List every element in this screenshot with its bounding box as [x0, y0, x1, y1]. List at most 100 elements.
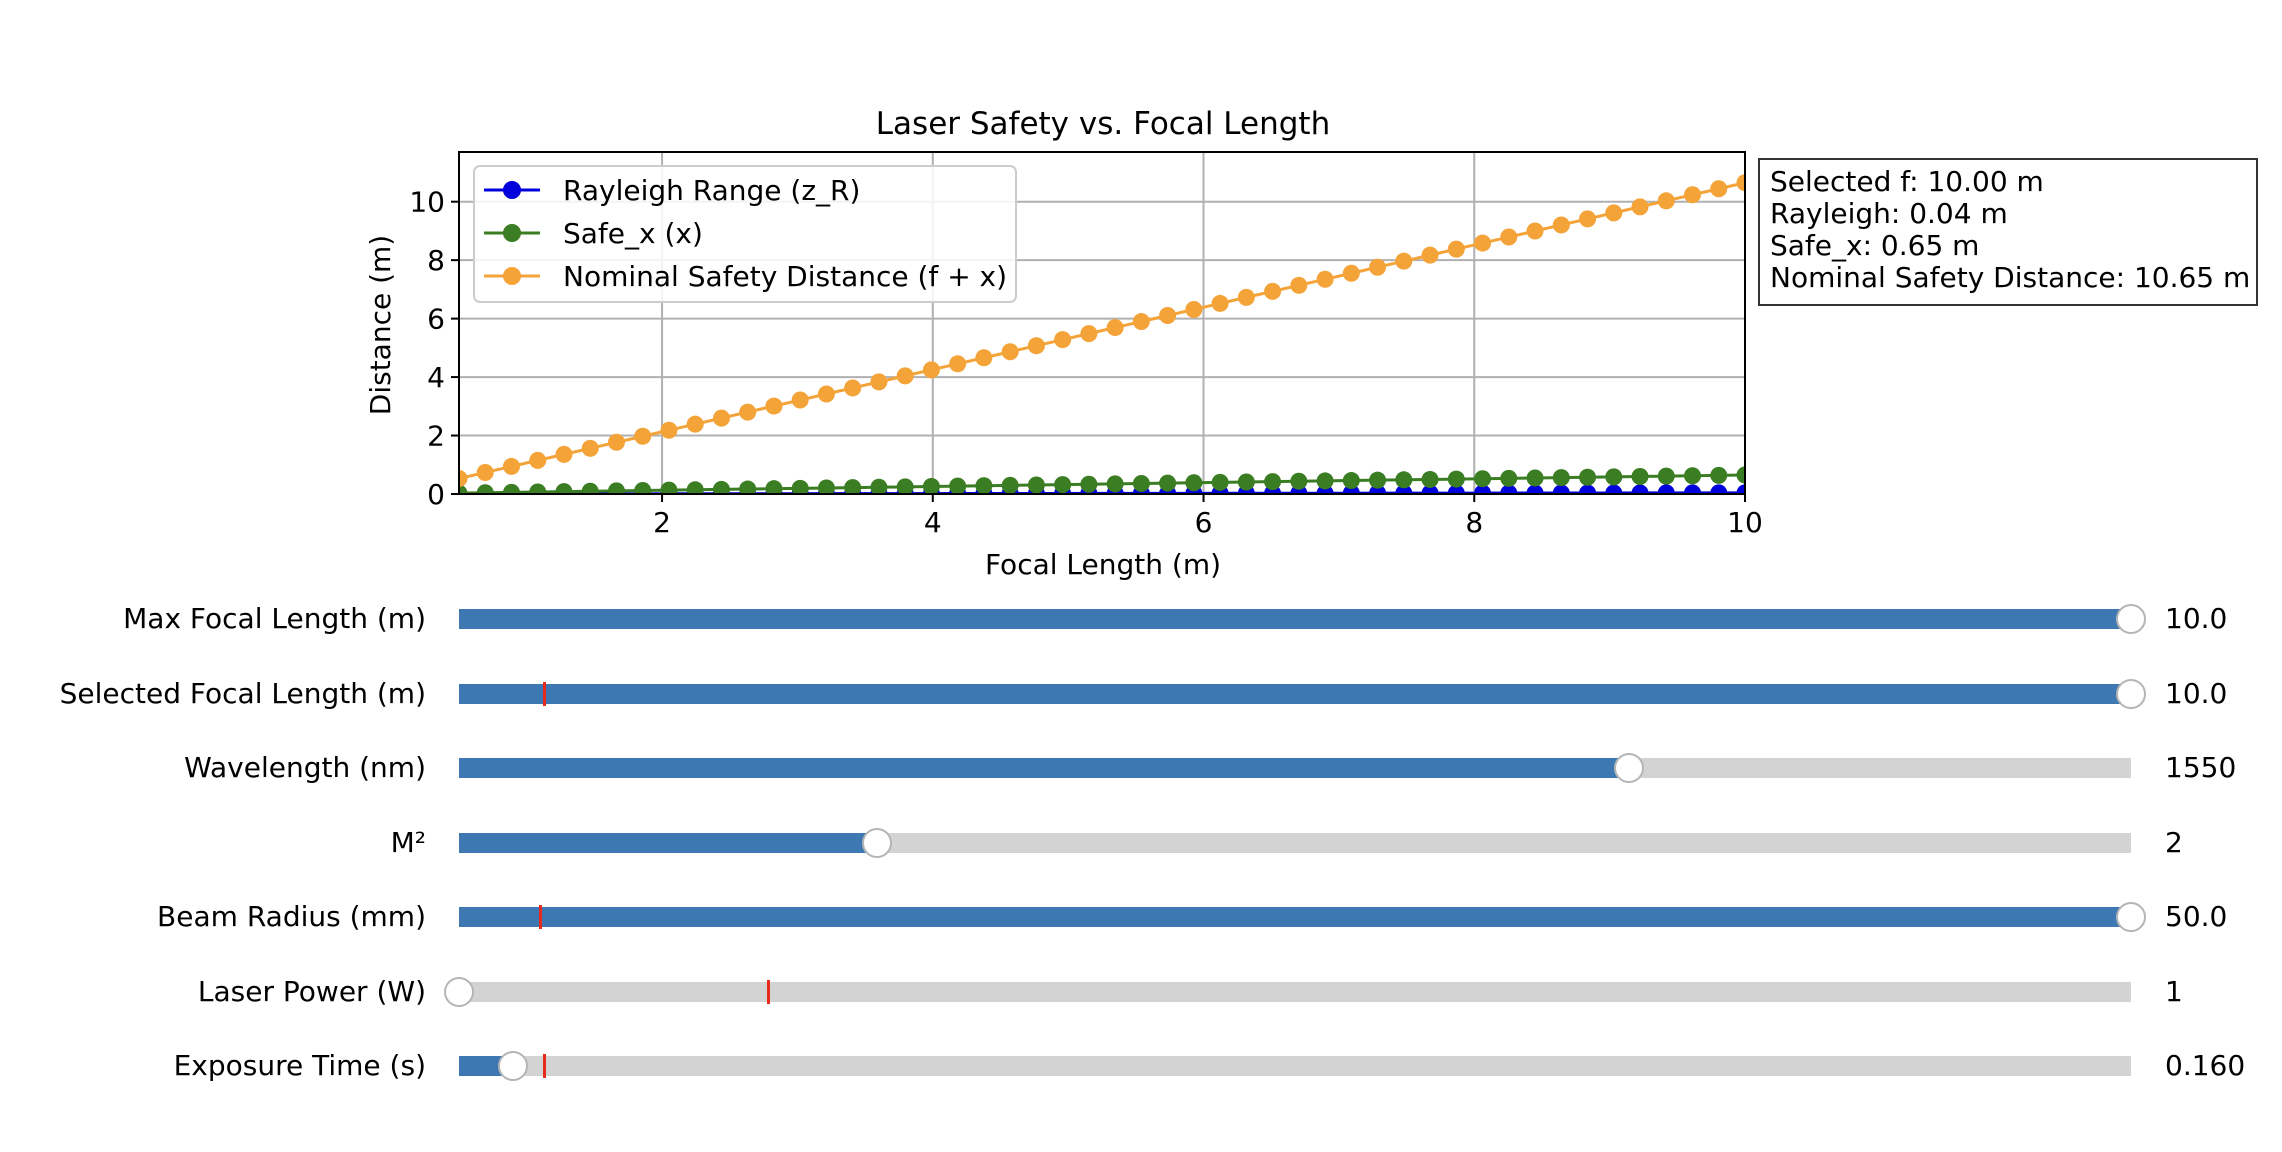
plot-frame — [458, 151, 1746, 495]
slider-track-beam-radius[interactable] — [459, 902, 2146, 932]
data-point — [1474, 484, 1492, 494]
slider-track-selected-focal-length[interactable] — [459, 679, 2146, 709]
data-point — [1211, 294, 1229, 312]
data-point — [896, 478, 914, 494]
data-point — [1605, 204, 1623, 222]
slider-track-exposure-time[interactable] — [459, 1051, 2131, 1081]
slider-handle-exposure-time[interactable] — [497, 1051, 528, 1081]
data-point — [660, 481, 678, 494]
slider-row-wavelength: Wavelength (nm) 1550 — [0, 748, 2282, 788]
data-point — [1106, 475, 1124, 493]
slider-track-m-squared[interactable] — [459, 828, 2131, 858]
data-point — [1684, 467, 1702, 485]
slider-handle-laser-power[interactable] — [444, 977, 474, 1007]
data-point — [660, 421, 678, 439]
data-point — [949, 355, 967, 373]
data-point — [1710, 466, 1728, 484]
y-tick-label: 2 — [427, 420, 445, 453]
data-point — [1474, 470, 1492, 488]
legend-label: Safe_x (x) — [563, 217, 703, 250]
data-point — [1290, 472, 1308, 490]
data-point — [1605, 484, 1623, 494]
x-axis-label: Focal Length (m) — [985, 548, 1221, 581]
data-point — [1054, 331, 1072, 349]
data-point — [1080, 325, 1098, 343]
slider-label-selected-focal-length: Selected Focal Length (m) — [59, 677, 426, 710]
legend-box — [473, 165, 1017, 303]
slider-label-beam-radius: Beam Radius (mm) — [157, 900, 426, 933]
data-point — [1552, 469, 1570, 487]
data-point — [1736, 174, 1745, 192]
y-tick-label: 6 — [427, 303, 445, 336]
slider-handle-beam-radius[interactable] — [2116, 902, 2146, 932]
slider-handle-wavelength[interactable] — [1614, 753, 1645, 783]
slider-value-exposure-time: 0.160 — [2165, 1049, 2246, 1082]
slider-row-beam-radius: Beam Radius (mm) 50.0 — [0, 897, 2282, 937]
data-point — [1631, 484, 1649, 494]
data-point — [922, 477, 940, 494]
slider-track-max-focal-length[interactable] — [459, 604, 2146, 634]
slider-value-laser-power: 1 — [2165, 975, 2183, 1008]
data-point — [1185, 300, 1203, 318]
slider-label-exposure-time: Exposure Time (s) — [173, 1049, 426, 1082]
legend-marker — [503, 224, 521, 242]
data-point — [1710, 484, 1728, 494]
data-point — [607, 482, 625, 494]
data-point — [1474, 234, 1492, 252]
slider-initial-marker — [766, 980, 770, 1004]
data-point — [581, 439, 599, 457]
data-point — [686, 415, 704, 433]
y-tick-label: 8 — [427, 244, 445, 277]
slider-row-max-focal-length: Max Focal Length (m) 10.0 — [0, 599, 2282, 639]
slider-value-max-focal-length: 10.0 — [2165, 602, 2228, 635]
slider-row-m-squared: M² 2 — [0, 823, 2282, 863]
data-point — [1159, 307, 1177, 325]
data-point — [1342, 264, 1360, 282]
data-point — [1132, 313, 1150, 331]
data-point — [1001, 343, 1019, 361]
data-point — [1657, 467, 1675, 485]
data-point — [1447, 484, 1465, 494]
y-tick-label: 0 — [427, 478, 445, 511]
data-point — [1447, 240, 1465, 258]
series-2 — [459, 174, 1745, 488]
slider-label-max-focal-length: Max Focal Length (m) — [123, 602, 426, 635]
ticks: 2 4 6 8 10 0 2 4 6 8 10 — [409, 186, 1762, 539]
slider-track-wavelength[interactable] — [459, 753, 2131, 783]
data-point — [634, 482, 652, 494]
slider-initial-marker — [542, 1054, 546, 1078]
data-point — [1211, 473, 1229, 491]
data-point — [1526, 469, 1544, 487]
data-point — [607, 433, 625, 451]
data-point — [1132, 475, 1150, 493]
data-point — [922, 361, 940, 379]
data-point — [896, 367, 914, 385]
slider-value-m-squared: 2 — [2165, 826, 2183, 859]
data-point — [712, 409, 730, 427]
slider-fill — [459, 758, 1630, 778]
data-point — [1710, 180, 1728, 198]
data-point — [1579, 484, 1597, 494]
data-point — [1684, 484, 1702, 494]
data-point — [870, 478, 888, 494]
info-safe-x: Safe_x: 0.65 m — [1770, 229, 1980, 262]
data-point — [975, 349, 993, 367]
data-point — [686, 481, 704, 494]
x-tick-label: 2 — [653, 506, 671, 539]
slider-initial-marker — [539, 905, 543, 929]
slider-track-laser-power[interactable] — [444, 977, 2131, 1007]
data-point — [1185, 474, 1203, 492]
data-point — [555, 445, 573, 463]
data-point — [1579, 210, 1597, 228]
data-point — [1736, 466, 1745, 484]
slider-initial-marker — [542, 682, 546, 706]
data-point — [1526, 484, 1544, 494]
data-point — [529, 483, 547, 494]
info-selected-f: Selected f: 10.00 m — [1770, 165, 2044, 198]
slider-handle-selected-focal-length[interactable] — [2116, 679, 2146, 709]
data-point — [765, 480, 783, 494]
slider-handle-max-focal-length[interactable] — [2116, 604, 2146, 634]
data-point — [634, 427, 652, 445]
slider-handle-m-squared[interactable] — [862, 828, 892, 858]
data-point — [739, 403, 757, 421]
